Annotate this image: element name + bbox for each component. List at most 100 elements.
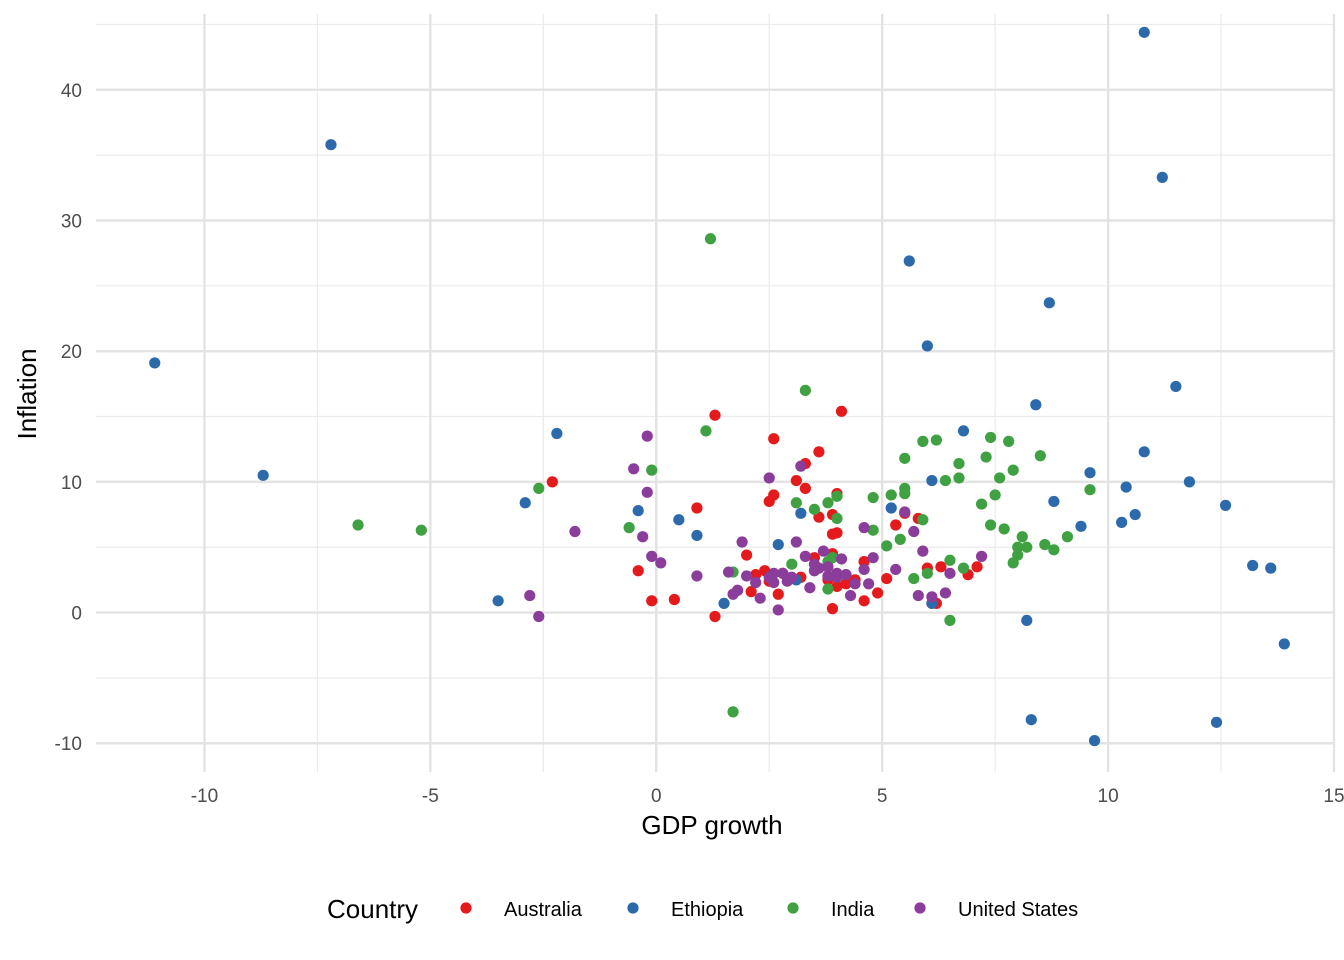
x-tick-label: -10 <box>191 786 218 807</box>
point-australia <box>632 565 644 577</box>
point-ethiopia <box>551 427 563 440</box>
point-united-states <box>763 472 775 484</box>
point-united-states <box>912 589 924 602</box>
point-united-states <box>917 545 929 557</box>
point-ethiopia <box>718 597 730 610</box>
point-ethiopia <box>632 505 644 517</box>
legend-item-united-states: United States <box>914 899 1078 921</box>
point-ethiopia <box>1075 520 1087 532</box>
point-united-states <box>786 571 798 583</box>
point-australia <box>935 561 947 573</box>
point-india <box>989 489 1001 501</box>
point-india <box>352 519 364 531</box>
point-ethiopia <box>519 497 531 509</box>
y-axis-title: Inflation <box>12 348 42 439</box>
point-united-states <box>790 536 802 548</box>
point-india <box>939 474 952 487</box>
point-united-states <box>641 430 653 442</box>
point-india <box>646 464 658 476</box>
point-united-states <box>835 553 848 565</box>
point-united-states <box>822 561 834 573</box>
point-australia <box>799 482 811 495</box>
point-united-states <box>890 563 902 576</box>
point-india <box>908 572 920 585</box>
x-axis-title: GDP growth <box>641 810 782 840</box>
major-gridlines <box>96 14 1336 772</box>
point-ethiopia <box>673 514 685 526</box>
point-india <box>1012 549 1024 561</box>
point-united-states <box>628 463 640 475</box>
point-australia <box>858 555 870 568</box>
point-india <box>533 482 545 495</box>
series-united-states <box>524 430 988 623</box>
point-ethiopia <box>1156 171 1168 183</box>
point-ethiopia <box>885 502 897 514</box>
legend-label-ethiopia: Ethiopia <box>671 899 744 921</box>
point-australia <box>768 433 780 445</box>
point-india <box>1007 464 1019 476</box>
point-india <box>704 233 717 245</box>
point-ethiopia <box>1138 26 1150 38</box>
point-united-states <box>840 569 852 581</box>
data-points <box>149 26 1290 747</box>
point-india <box>1012 541 1024 553</box>
point-india <box>985 431 997 444</box>
point-india <box>1003 435 1015 447</box>
point-ethiopia <box>1265 562 1277 574</box>
point-india <box>1048 544 1060 556</box>
point-ethiopia <box>1138 446 1150 458</box>
point-ethiopia <box>1030 399 1042 411</box>
point-india <box>867 524 879 536</box>
point-australia <box>831 527 843 539</box>
point-india <box>899 452 911 464</box>
legend-key-ethiopia <box>627 902 639 914</box>
point-united-states <box>944 567 956 579</box>
point-united-states <box>754 592 766 604</box>
point-ethiopia <box>772 539 784 551</box>
point-united-states <box>795 460 807 472</box>
point-united-states <box>831 571 843 583</box>
point-india <box>1034 450 1046 462</box>
point-united-states <box>736 536 748 548</box>
point-india <box>1084 484 1096 496</box>
y-tick-label: 40 <box>61 81 82 102</box>
point-australia <box>813 446 825 458</box>
point-ethiopia <box>1088 735 1101 747</box>
x-tick-label: -5 <box>422 786 439 807</box>
point-australia <box>709 610 721 623</box>
point-india <box>994 472 1006 484</box>
point-united-states <box>524 589 536 602</box>
point-australia <box>768 489 780 501</box>
point-ethiopia <box>1247 559 1259 572</box>
y-tick-labels: -10 0 10 20 30 40 <box>55 81 82 755</box>
legend-label-australia: Australia <box>504 899 583 921</box>
legend-key-india <box>787 902 799 914</box>
point-australia <box>840 578 852 590</box>
point-ethiopia <box>903 255 915 267</box>
point-india <box>980 451 992 463</box>
point-india <box>894 533 906 545</box>
point-united-states <box>863 578 875 590</box>
point-india <box>790 497 802 509</box>
point-australia <box>826 603 839 615</box>
point-ethiopia <box>1084 467 1096 479</box>
point-united-states <box>844 589 857 602</box>
point-ethiopia <box>257 469 269 481</box>
point-ethiopia <box>1170 380 1182 393</box>
point-united-states <box>867 552 879 564</box>
point-ethiopia <box>1048 495 1060 508</box>
point-india <box>623 522 635 534</box>
series-india <box>352 233 1096 718</box>
point-india <box>975 498 988 510</box>
point-australia <box>741 549 753 561</box>
legend: Country Australia Ethiopia India United Sta… <box>327 894 1078 924</box>
point-india <box>1039 539 1051 551</box>
point-united-states <box>939 587 952 599</box>
legend-title: Country <box>327 894 418 924</box>
point-india <box>957 562 970 574</box>
point-united-states <box>858 563 870 576</box>
point-india <box>1061 531 1074 543</box>
point-india <box>899 488 911 500</box>
y-tick-label: 20 <box>61 342 82 363</box>
point-india <box>867 491 879 504</box>
